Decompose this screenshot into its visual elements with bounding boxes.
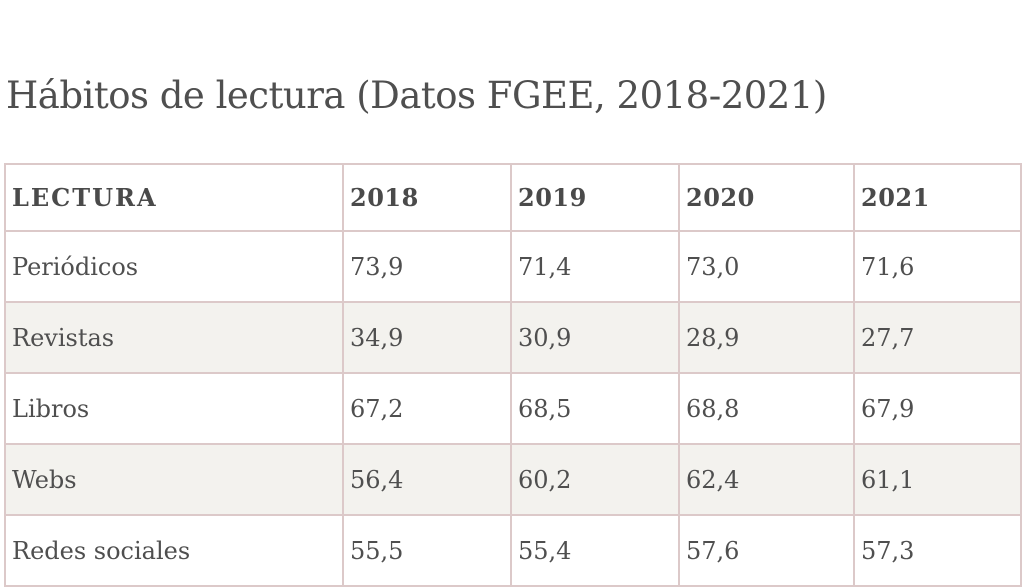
row-label: Webs: [4, 443, 344, 516]
row-label: Libros: [4, 372, 344, 445]
page-title: Hábitos de lectura (Datos FGEE, 2018-202…: [6, 74, 827, 117]
table-cell: 30,9: [510, 301, 680, 374]
column-header-2020: 2020: [678, 163, 855, 232]
column-header-2021: 2021: [853, 163, 1022, 232]
table-cell: 67,9: [853, 372, 1022, 445]
column-header-2019: 2019: [510, 163, 680, 232]
table-row: Revistas 34,9 30,9 28,9 27,7: [4, 301, 1022, 374]
table-cell: 55,5: [342, 514, 512, 587]
table-row: Redes sociales 55,5 55,4 57,6 57,3: [4, 514, 1022, 587]
table-row: Periódicos 73,9 71,4 73,0 71,6: [4, 230, 1022, 303]
table-cell: 56,4: [342, 443, 512, 516]
table-cell: 28,9: [678, 301, 855, 374]
table-cell: 62,4: [678, 443, 855, 516]
table-cell: 60,2: [510, 443, 680, 516]
table-cell: 71,4: [510, 230, 680, 303]
table-cell: 55,4: [510, 514, 680, 587]
table-cell: 34,9: [342, 301, 512, 374]
row-label: Periódicos: [4, 230, 344, 303]
table-row: Webs 56,4 60,2 62,4 61,1: [4, 443, 1022, 516]
table-cell: 68,8: [678, 372, 855, 445]
table-cell: 73,9: [342, 230, 512, 303]
table-cell: 61,1: [853, 443, 1022, 516]
table-header-row: LECTURA 2018 2019 2020 2021: [4, 163, 1022, 232]
table-row: Libros 67,2 68,5 68,8 67,9: [4, 372, 1022, 445]
table-cell: 73,0: [678, 230, 855, 303]
column-header-lectura: LECTURA: [4, 163, 344, 232]
row-label: Revistas: [4, 301, 344, 374]
table-cell: 57,6: [678, 514, 855, 587]
table-cell: 57,3: [853, 514, 1022, 587]
data-table: LECTURA 2018 2019 2020 2021 Periódicos 7…: [4, 163, 1022, 587]
table-cell: 27,7: [853, 301, 1022, 374]
row-label: Redes sociales: [4, 514, 344, 587]
table-cell: 67,2: [342, 372, 512, 445]
table-cell: 68,5: [510, 372, 680, 445]
table-cell: 71,6: [853, 230, 1022, 303]
column-header-2018: 2018: [342, 163, 512, 232]
